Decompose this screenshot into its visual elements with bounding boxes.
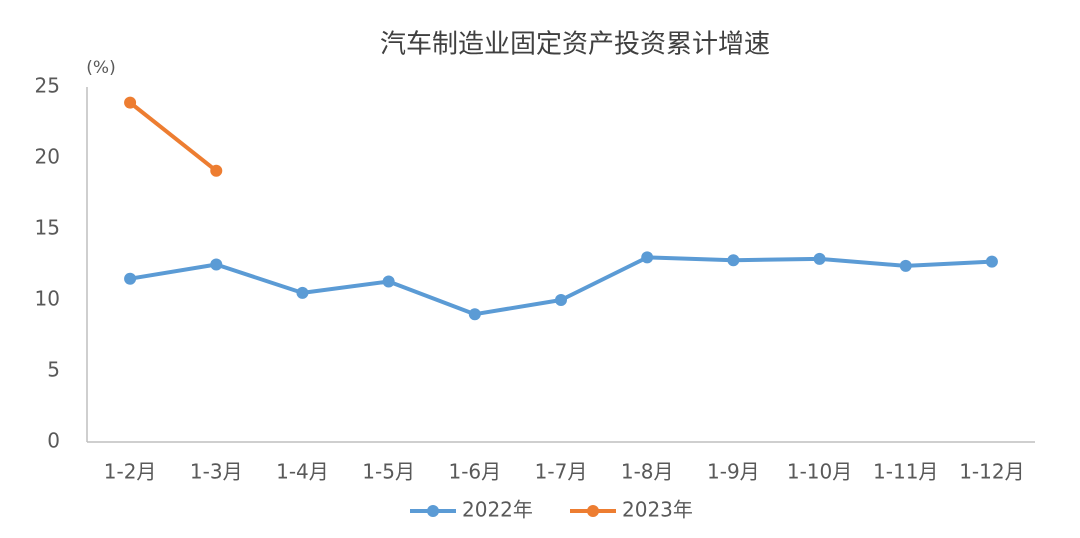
data-point (468, 308, 481, 321)
x-tick-label: 1-8月 (621, 460, 674, 484)
data-point (985, 255, 998, 268)
x-tick-label: 1-6月 (448, 460, 501, 484)
data-point (899, 259, 912, 272)
legend-label: 2022年 (462, 498, 533, 522)
data-point (382, 275, 395, 288)
x-tick-label: 1-11月 (873, 460, 938, 484)
y-tick-label: 10 (35, 287, 60, 311)
data-point (210, 258, 223, 271)
data-point (727, 254, 740, 267)
data-point (641, 251, 654, 264)
data-point (813, 252, 826, 265)
y-tick-label: 0 (47, 429, 60, 453)
legend-swatch-marker (587, 505, 599, 517)
y-axis-unit: (%) (86, 58, 115, 78)
legend-label: 2023年 (622, 498, 693, 522)
x-tick-label: 1-3月 (190, 460, 243, 484)
x-tick-label: 1-10月 (787, 460, 852, 484)
legend-swatch-marker (427, 505, 439, 517)
y-tick-label: 20 (35, 145, 60, 169)
y-tick-label: 15 (35, 216, 60, 240)
x-tick-label: 1-5月 (362, 460, 415, 484)
data-point (124, 96, 137, 109)
y-tick-label: 5 (47, 358, 60, 382)
x-tick-label: 1-4月 (276, 460, 329, 484)
y-tick-label: 25 (35, 74, 60, 98)
chart-title: 汽车制造业固定资产投资累计增速 (380, 30, 770, 60)
data-point (210, 164, 223, 177)
x-tick-label: 1-12月 (959, 460, 1024, 484)
data-point (296, 286, 309, 299)
series-line (128, 101, 218, 173)
data-point (124, 272, 137, 285)
x-tick-label: 1-7月 (535, 460, 588, 484)
x-tick-label: 1-9月 (707, 460, 760, 484)
x-tick-label: 1-2月 (104, 460, 157, 484)
data-point (555, 294, 567, 306)
